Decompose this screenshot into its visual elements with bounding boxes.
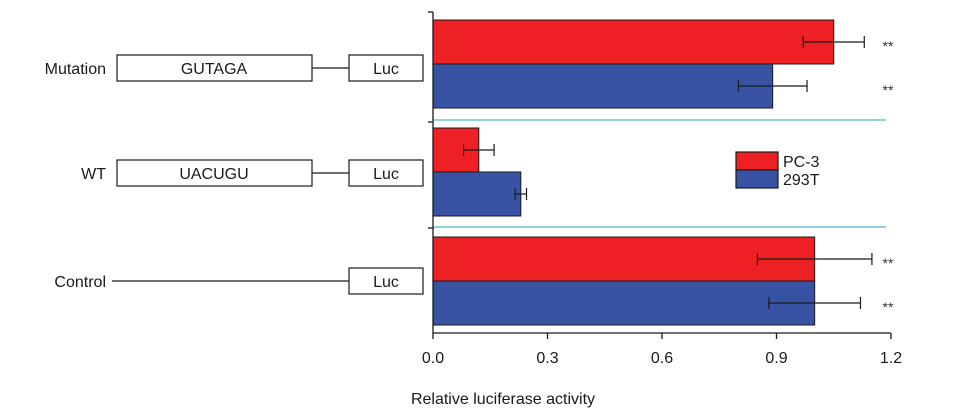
group-separators: [433, 119, 886, 228]
luc-box-wt: [348, 159, 424, 187]
significance-mutation-293t: **: [883, 82, 894, 98]
construct-label-control: Control: [54, 274, 106, 291]
constructs-diagram: Mutation GUTAGA Luc WT UACUGU Luc Control Luc: [45, 54, 424, 295]
legend-swatch-pc-3: [735, 151, 779, 171]
legend-label-pc-3: PC-3: [783, 154, 820, 171]
luc-text-wt: Luc: [373, 166, 399, 183]
x-axis-title: Relative luciferase activity: [411, 391, 595, 408]
luc-text-mutation: Luc: [373, 61, 399, 78]
x-tick-label-4: 0.9: [765, 350, 787, 367]
legend-label-293t: 293T: [783, 172, 820, 189]
x-tick-label-1: 0.0: [422, 350, 444, 367]
sequence-text-wt: UACUGU: [179, 166, 248, 183]
legend-swatch-293t: [735, 169, 779, 189]
sequence-box-mutation: [116, 54, 313, 82]
x-tick-label-5: 1.2: [880, 350, 902, 367]
bar-mutation-293t: [432, 63, 774, 109]
luc-box-mutation: [348, 54, 424, 82]
x-tick-label-2: 0.3: [536, 350, 558, 367]
luc-text-control: Luc: [373, 274, 399, 291]
bar-control-293t: [432, 280, 816, 326]
significance-markers: ** ** ** **: [883, 38, 894, 315]
construct-label-wt: WT: [81, 166, 106, 183]
construct-label-mutation: Mutation: [45, 61, 106, 78]
bar-mutation-pc-3: [432, 19, 835, 65]
sequence-text-mutation: GUTAGA: [181, 61, 248, 78]
axes: 0.0 0.3 0.6 0.9 1.2 Relative luciferase activ…: [411, 11, 902, 408]
x-tick-label-3: 0.6: [651, 350, 673, 367]
sequence-box-wt: [116, 159, 313, 187]
significance-control-293t: **: [883, 299, 894, 315]
luc-box-control: [348, 267, 424, 295]
bar-wt-293t: [432, 171, 522, 217]
bar-control-pc-3: [432, 236, 816, 282]
error-bars: [462, 36, 873, 309]
significance-mutation-pc-3: **: [883, 38, 894, 54]
significance-control-pc-3: **: [883, 255, 894, 271]
